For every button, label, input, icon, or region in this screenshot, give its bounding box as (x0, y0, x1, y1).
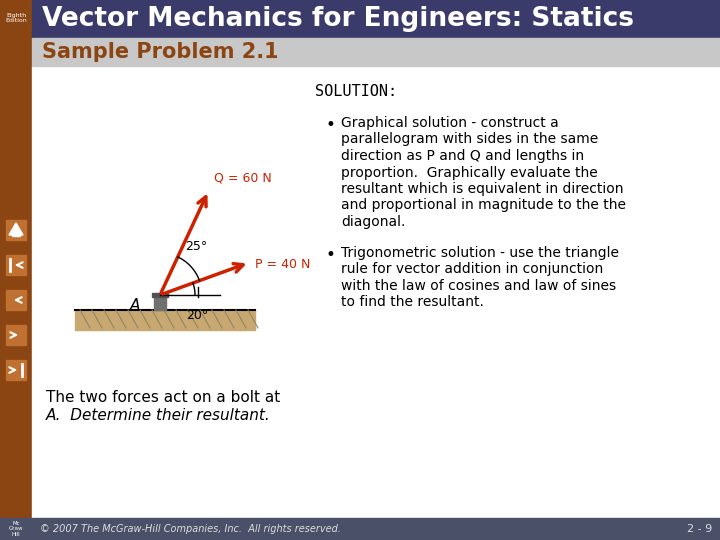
Text: Mc
Graw
Hill: Mc Graw Hill (9, 521, 23, 537)
Text: Vector Mechanics for Engineers: Statics: Vector Mechanics for Engineers: Statics (42, 6, 634, 32)
FancyBboxPatch shape (6, 255, 26, 275)
Text: proportion.  Graphically evaluate the: proportion. Graphically evaluate the (341, 165, 598, 179)
Text: direction as P and Q and lengths in: direction as P and Q and lengths in (341, 149, 584, 163)
Text: 20°: 20° (186, 309, 208, 322)
Bar (0, 518, 720, 540)
Text: Eighth
Edition: Eighth Edition (5, 12, 27, 23)
Bar (0, 0, 32, 540)
Text: rule for vector addition in conjunction: rule for vector addition in conjunction (341, 262, 603, 276)
Text: to find the resultant.: to find the resultant. (341, 295, 484, 309)
Bar (152, 293, 168, 297)
FancyBboxPatch shape (6, 325, 26, 345)
Text: Trigonometric solution - use the triangle: Trigonometric solution - use the triangl… (341, 246, 619, 260)
FancyBboxPatch shape (6, 290, 26, 310)
Text: © 2007 The McGraw-Hill Companies, Inc.  All rights reserved.: © 2007 The McGraw-Hill Companies, Inc. A… (40, 524, 341, 534)
Bar (32, 38, 720, 66)
Text: parallelogram with sides in the same: parallelogram with sides in the same (341, 132, 598, 146)
Text: Sample Problem 2.1: Sample Problem 2.1 (42, 42, 279, 62)
Bar (32, 0, 720, 38)
FancyBboxPatch shape (6, 360, 26, 380)
Bar (75, 310, 255, 330)
Text: •: • (325, 116, 335, 134)
Text: 25°: 25° (185, 240, 207, 253)
Text: and proportional in magnitude to the the: and proportional in magnitude to the the (341, 199, 626, 213)
Polygon shape (9, 223, 23, 235)
Text: 2 - 9: 2 - 9 (687, 524, 712, 534)
Text: Graphical solution - construct a: Graphical solution - construct a (341, 116, 559, 130)
Text: resultant which is equivalent in direction: resultant which is equivalent in directi… (341, 182, 624, 196)
Text: Q = 60 N: Q = 60 N (214, 172, 271, 185)
Text: P = 40 N: P = 40 N (256, 258, 310, 271)
Bar (32, 66, 720, 518)
Text: diagonal.: diagonal. (341, 215, 405, 229)
Text: The two forces act on a bolt at: The two forces act on a bolt at (46, 390, 280, 405)
FancyBboxPatch shape (6, 220, 26, 240)
Text: A.  Determine their resultant.: A. Determine their resultant. (46, 408, 271, 423)
Text: with the law of cosines and law of sines: with the law of cosines and law of sines (341, 279, 616, 293)
Bar (12, 231, 20, 236)
Text: •: • (325, 246, 335, 264)
Bar (154, 296, 166, 310)
Text: SOLUTION:: SOLUTION: (315, 84, 397, 99)
Text: A: A (130, 299, 140, 314)
